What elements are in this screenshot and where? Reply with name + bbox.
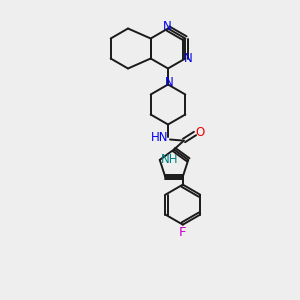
Text: N: N bbox=[165, 76, 173, 89]
Text: N: N bbox=[163, 20, 171, 33]
Text: F: F bbox=[179, 226, 187, 239]
Text: N: N bbox=[184, 52, 193, 65]
Text: NH: NH bbox=[161, 153, 178, 167]
Text: HN: HN bbox=[151, 131, 169, 144]
Text: O: O bbox=[195, 126, 205, 139]
